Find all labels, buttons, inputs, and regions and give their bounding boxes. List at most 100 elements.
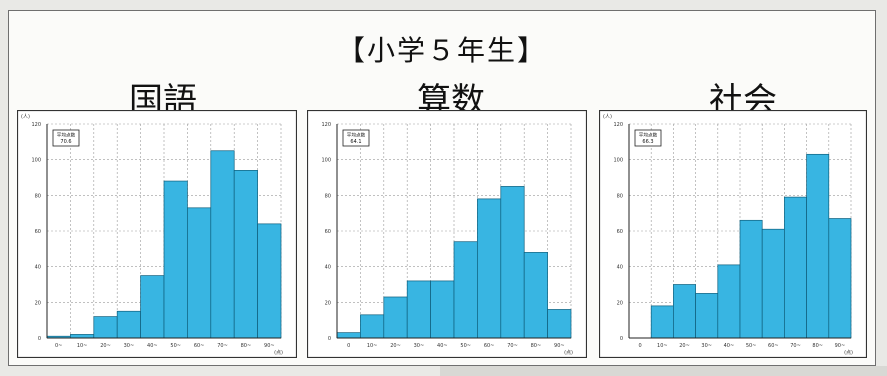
y-tick-label: 120 (321, 122, 331, 128)
average-value: 70.6 (60, 139, 71, 145)
histogram-bar (761, 228, 785, 339)
histogram-bar (523, 252, 548, 339)
average-value: 64.1 (350, 139, 361, 145)
scan-shade (440, 366, 887, 376)
histogram-bar (163, 180, 188, 339)
average-value: 66.3 (642, 139, 653, 145)
histogram-bar (360, 314, 385, 339)
x-tick-label: 10~ (77, 343, 88, 349)
x-tick-label: 50~ (170, 343, 181, 349)
histogram-shakai: 0 20 40 60 80 100 120 0 10~ 20~ 30~ 40~ 50~ 60~ 70~ 80~… (599, 110, 867, 358)
histogram-bar (257, 223, 282, 339)
histogram-bar (406, 280, 431, 339)
x-tick-label: 90~ (554, 343, 565, 349)
y-tick-label: 120 (613, 122, 623, 128)
y-tick-label: 80 (617, 193, 623, 199)
histogram-bar (70, 334, 95, 339)
histogram-bar (695, 293, 719, 339)
x-tick-label: 60~ (484, 343, 495, 349)
y-tick-label: 60 (35, 229, 41, 235)
x-tick-label: 40~ (147, 343, 158, 349)
x-axis-unit: (点) (274, 350, 283, 356)
histogram-bar (453, 241, 478, 339)
x-tick-label: 20~ (679, 343, 690, 349)
x-tick-label: 80~ (531, 343, 542, 349)
x-tick-label: 70~ (217, 343, 228, 349)
y-tick-label: 100 (613, 158, 623, 164)
y-tick-label: 100 (321, 158, 331, 164)
x-tick-label: 0~ (55, 343, 62, 349)
x-tick-label: 10~ (367, 343, 378, 349)
x-tick-label: 40~ (437, 343, 448, 349)
histogram-bar (547, 309, 572, 339)
y-tick-label: 100 (31, 158, 41, 164)
x-tick-label: 10~ (657, 343, 668, 349)
y-tick-label: 80 (35, 193, 41, 199)
x-tick-label: 20~ (100, 343, 111, 349)
y-tick-label: 20 (617, 300, 623, 306)
histogram-kokugo: 0 20 40 60 80 100 120 0~ 10~ 20~ 30~ 40~ 50~ 60~ 70~ 80… (17, 110, 297, 358)
x-tick-label: 60~ (768, 343, 779, 349)
x-tick-label: 90~ (835, 343, 846, 349)
x-tick-label: 70~ (790, 343, 801, 349)
histogram-bar (828, 218, 852, 339)
histogram-bar (140, 275, 165, 339)
histogram-bar (717, 264, 741, 339)
y-tick-label: 0 (38, 336, 41, 342)
x-tick-label: 40~ (724, 343, 735, 349)
average-label: 平均点数 (347, 132, 366, 139)
average-box (634, 129, 662, 147)
histogram-bar (187, 207, 212, 339)
x-tick-label: 80~ (812, 343, 823, 349)
histogram-bar (383, 296, 408, 339)
chart-panel-shakai: 0 20 40 60 80 100 120 0 10~ 20~ 30~ 40~ 50~ 60~ 70~ 80~… (599, 110, 867, 358)
y-tick-label: 20 (325, 300, 331, 306)
histogram-bar (233, 170, 258, 339)
histogram-bar (784, 196, 807, 339)
x-tick-label: 0 (639, 343, 642, 349)
x-tick-label: 50~ (746, 343, 757, 349)
y-tick-label: 60 (617, 229, 623, 235)
x-tick-label: 60~ (194, 343, 205, 349)
y-tick-label: 40 (325, 265, 331, 271)
average-label: 平均点数 (57, 132, 76, 139)
y-tick-label: 80 (325, 193, 331, 199)
histogram-bar (116, 310, 141, 339)
y-tick-label: 120 (31, 122, 41, 128)
x-axis-unit: (点) (564, 350, 573, 356)
histogram-sansu: 0 20 40 60 80 100 120 0 10~ 20~ 30~ 40~ 50~ 60~ 70~ 80~… (307, 110, 587, 358)
x-tick-label: 0 (347, 343, 350, 349)
y-axis-unit: (人) (21, 114, 30, 120)
histogram-bar (210, 150, 235, 339)
chart-panel-kokugo: 0 20 40 60 80 100 120 0~ 10~ 20~ 30~ 40~ 50~ 60~ 70~ 80… (17, 110, 297, 358)
y-tick-label: 40 (35, 265, 41, 271)
histogram-bar (806, 153, 830, 339)
average-box (342, 129, 370, 147)
x-axis-unit: (点) (844, 350, 853, 356)
histogram-bar (336, 332, 361, 339)
x-tick-label: 30~ (124, 343, 135, 349)
average-box (52, 129, 80, 147)
y-tick-label: 20 (35, 300, 41, 306)
y-axis-unit: (人) (603, 114, 612, 120)
report-frame: 【小学５年生】 国語 算数 社会 0 20 40 60 80 100 120 0~ 10~ 20~… (8, 10, 876, 366)
y-tick-label: 0 (620, 336, 623, 342)
histogram-bar (477, 198, 502, 339)
x-tick-label: 30~ (701, 343, 712, 349)
x-tick-label: 30~ (414, 343, 425, 349)
x-tick-label: 20~ (390, 343, 401, 349)
histogram-bar (650, 305, 674, 339)
x-tick-label: 70~ (507, 343, 518, 349)
histogram-bar (500, 186, 525, 339)
x-tick-label: 90~ (264, 343, 275, 349)
y-tick-label: 40 (617, 265, 623, 271)
average-label: 平均点数 (639, 132, 658, 139)
page-title: 【小学５年生】 (336, 34, 547, 67)
x-tick-label: 50~ (460, 343, 471, 349)
chart-panel-sansu: 0 20 40 60 80 100 120 0 10~ 20~ 30~ 40~ 50~ 60~ 70~ 80~… (307, 110, 587, 358)
histogram-bar (739, 219, 763, 339)
histogram-bar (93, 316, 118, 339)
y-tick-label: 0 (328, 336, 331, 342)
histogram-bar (430, 280, 455, 339)
x-tick-label: 80~ (241, 343, 252, 349)
